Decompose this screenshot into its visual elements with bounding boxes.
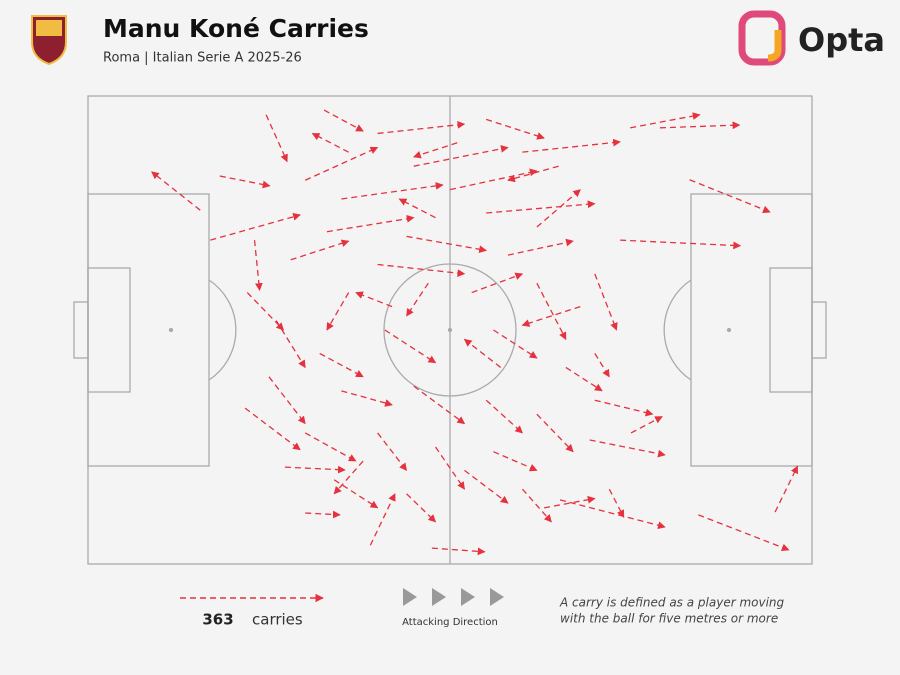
carry [305,510,341,519]
chart-title: Manu Koné Carries [103,14,369,43]
count-label: carries [252,611,303,629]
carry [565,366,603,392]
chart-subtitle: Roma | Italian Serie A 2025-26 [103,51,302,66]
carry [210,213,301,241]
carry [275,320,306,369]
carry [522,138,621,153]
carry [608,488,625,518]
carry [377,263,466,277]
carry [698,514,790,552]
carry [620,239,742,250]
carry [630,416,663,434]
carry [449,168,538,191]
brand-name: Opta [798,21,885,59]
carry [486,200,596,214]
legend: 363 carries [180,593,324,629]
carry [471,272,524,294]
club-badge [31,15,67,66]
carry [464,469,509,504]
direction-label: Attacking Direction [402,617,498,628]
carries [151,109,799,556]
carry [253,240,263,291]
carry [507,165,559,183]
carry [355,291,393,308]
carry [493,451,538,472]
carry [630,112,701,129]
carry [326,214,415,233]
carry [689,179,771,214]
note-line: A carry is defined as a player moving [559,596,785,610]
carry [323,109,364,132]
carry [151,171,201,211]
carry [594,353,610,378]
carry [536,282,567,341]
carry [311,132,349,153]
carry [246,292,285,331]
carry [406,235,487,254]
carry [559,499,666,530]
carry [406,493,437,523]
carry [341,182,444,200]
carry [507,238,574,256]
carry [521,488,552,523]
carry [406,282,429,317]
pitch [73,95,827,565]
carry [265,114,288,163]
carry [485,399,523,434]
carry [219,175,271,189]
direction: Attacking Direction [402,588,504,628]
carry [341,390,393,407]
carry [536,413,574,453]
carry [413,145,509,167]
carry [589,439,666,458]
carry [594,273,618,331]
carry [333,460,364,495]
carry-count: 363 [202,611,233,629]
carry [377,120,466,135]
carry [244,407,301,451]
carry [413,142,458,159]
carry [398,198,436,219]
carry [290,239,350,261]
carry [304,146,379,181]
carry [333,479,379,509]
carry [326,292,350,331]
brand-logo: Opta [738,10,885,66]
carry [284,465,346,474]
carry [434,446,466,490]
carry [413,385,466,425]
note-line: with the ball for five metres or more [560,612,778,626]
carry [774,465,799,513]
carry [463,338,502,368]
carry [544,495,596,509]
carry [377,432,408,472]
carry [431,547,486,556]
carry [384,329,437,364]
carry [319,352,364,378]
carry [486,118,545,140]
carry [493,329,538,359]
carry [521,305,581,327]
carry [659,121,741,130]
